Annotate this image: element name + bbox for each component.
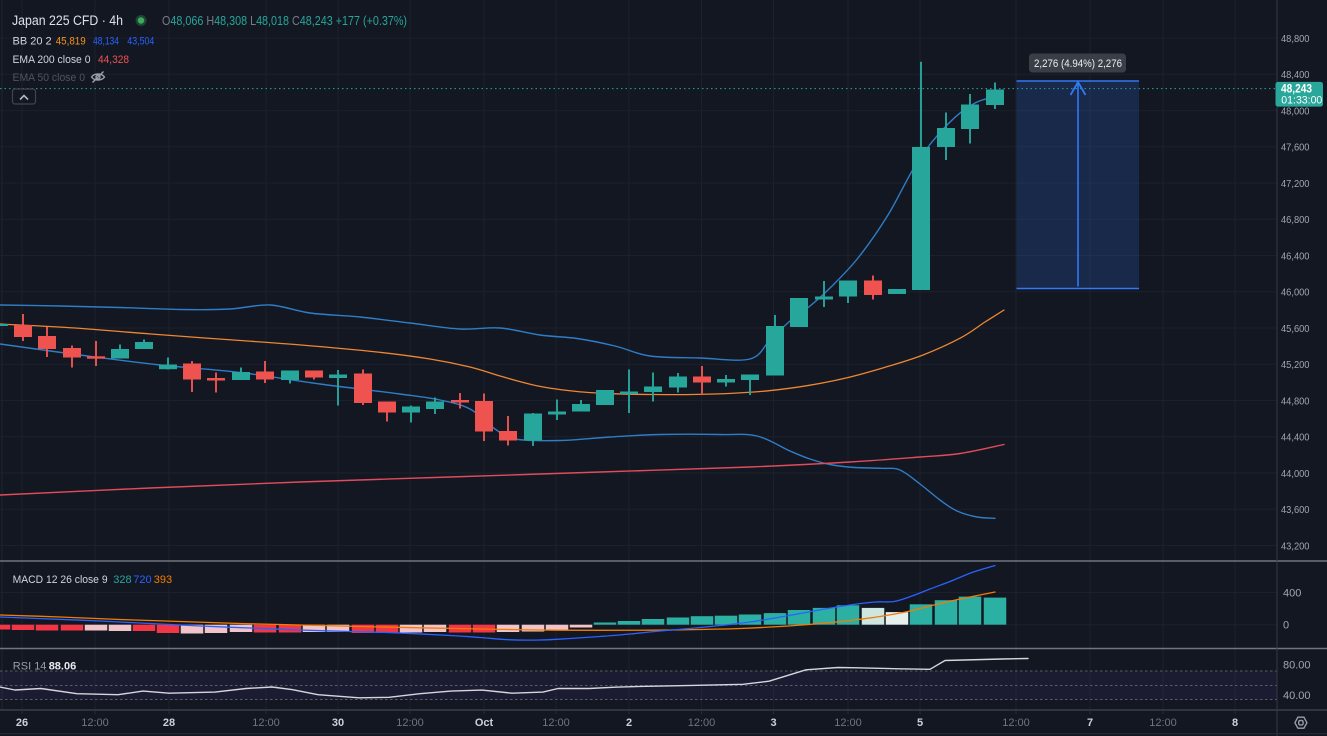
svg-text:328: 328 [113, 574, 131, 586]
svg-text:12:00: 12:00 [252, 717, 280, 729]
svg-text:8: 8 [1232, 717, 1238, 729]
svg-text:12:00: 12:00 [542, 717, 570, 729]
svg-text:2,276 (4.94%) 2,276: 2,276 (4.94%) 2,276 [1034, 58, 1122, 70]
svg-text:3: 3 [770, 717, 776, 729]
svg-text:12:00: 12:00 [1149, 717, 1177, 729]
svg-text:40.00: 40.00 [1283, 690, 1311, 702]
svg-text:45,819: 45,819 [56, 36, 86, 48]
svg-text:Oct: Oct [475, 717, 494, 729]
svg-text:01:33:00: 01:33:00 [1281, 94, 1322, 106]
svg-text:43,200: 43,200 [1281, 540, 1310, 552]
svg-text:2: 2 [626, 717, 632, 729]
svg-text:12:00: 12:00 [834, 717, 862, 729]
svg-text:43,504: 43,504 [127, 36, 154, 48]
svg-text:12:00: 12:00 [396, 717, 424, 729]
svg-text:400: 400 [1283, 588, 1301, 600]
svg-text:88.06: 88.06 [49, 661, 77, 673]
svg-text:43,600: 43,600 [1281, 504, 1310, 516]
svg-text:MACD 12 26 close 9: MACD 12 26 close 9 [13, 574, 108, 586]
svg-text:45,600: 45,600 [1281, 323, 1310, 335]
svg-text:47,200: 47,200 [1281, 178, 1310, 190]
svg-text:47,600: 47,600 [1281, 142, 1310, 154]
svg-text:12:00: 12:00 [81, 717, 109, 729]
svg-text:80.00: 80.00 [1283, 660, 1311, 672]
svg-text:48,000: 48,000 [1281, 105, 1310, 117]
svg-text:BB 20 2: BB 20 2 [13, 36, 52, 48]
svg-text:393: 393 [154, 574, 172, 586]
svg-text:RSI 14: RSI 14 [13, 661, 47, 673]
svg-text:EMA 200 close 0: EMA 200 close 0 [13, 54, 91, 66]
svg-text:44,000: 44,000 [1281, 468, 1310, 480]
svg-text:Japan 225 CFD · 4h: Japan 225 CFD · 4h [12, 13, 123, 28]
svg-text:44,328: 44,328 [98, 54, 129, 66]
svg-text:5: 5 [917, 717, 923, 729]
svg-text:720: 720 [133, 574, 151, 586]
svg-text:48,243: 48,243 [1281, 83, 1312, 95]
svg-text:44,800: 44,800 [1281, 395, 1310, 407]
svg-text:48,400: 48,400 [1281, 69, 1310, 81]
svg-text:12:00: 12:00 [688, 717, 716, 729]
svg-text:48,134: 48,134 [93, 36, 119, 48]
svg-text:45,200: 45,200 [1281, 359, 1310, 371]
svg-text:46,000: 46,000 [1281, 287, 1310, 299]
svg-text:EMA 50 close 0: EMA 50 close 0 [13, 72, 86, 84]
svg-text:46,800: 46,800 [1281, 214, 1310, 226]
svg-text:0: 0 [1283, 620, 1289, 632]
svg-text:12:00: 12:00 [1002, 717, 1030, 729]
svg-text:26: 26 [16, 717, 28, 729]
svg-text:44,400: 44,400 [1281, 432, 1310, 444]
svg-text:46,400: 46,400 [1281, 250, 1310, 262]
svg-text:30: 30 [332, 717, 344, 729]
svg-text:O48,066 H48,308 L48,018 C48,24: O48,066 H48,308 L48,018 C48,243 +177 (+0… [162, 14, 407, 28]
svg-text:7: 7 [1087, 717, 1093, 729]
svg-text:48,800: 48,800 [1281, 33, 1310, 45]
svg-text:28: 28 [163, 717, 175, 729]
